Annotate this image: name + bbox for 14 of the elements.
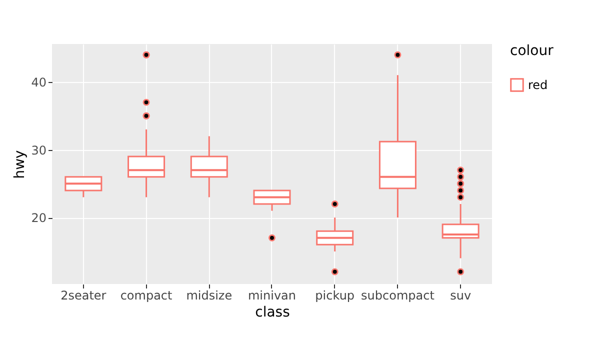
y-tick-label: 20 <box>31 211 46 226</box>
x-tick-label: suv <box>450 288 472 302</box>
x-tick-label: midsize <box>186 288 232 302</box>
y-axis-title: hwy <box>12 150 28 179</box>
x-tick-label: pickup <box>315 288 355 302</box>
legend-title: colour <box>510 43 554 59</box>
x-tick-label: minivan <box>248 288 296 302</box>
x-axis-title: class <box>255 304 290 320</box>
y-tick-label: 30 <box>31 143 46 158</box>
x-tick-label: subcompact <box>361 288 435 302</box>
x-tick-label: compact <box>120 288 173 302</box>
legend-label: red <box>528 78 548 92</box>
x-tick-label: 2seater <box>60 288 106 302</box>
y-tick-label: 40 <box>31 75 46 90</box>
